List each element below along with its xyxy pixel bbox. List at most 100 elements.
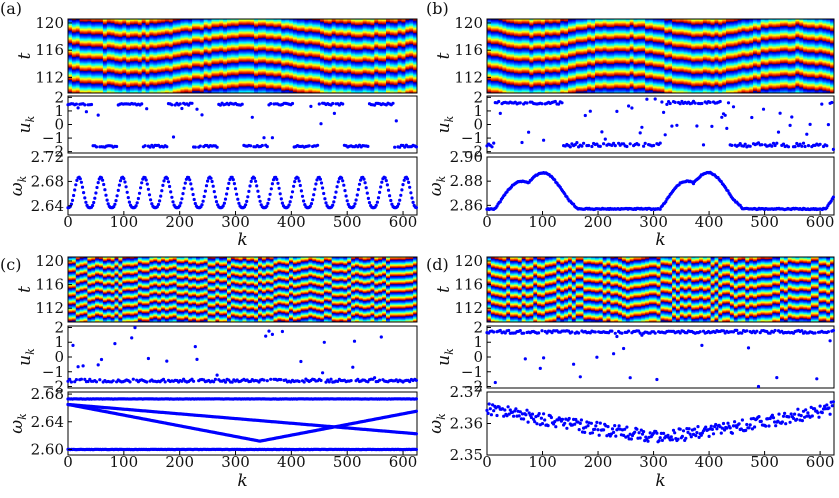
heatmap-cell <box>374 269 379 278</box>
heatmap-cell <box>335 297 341 306</box>
heatmap-cell <box>714 85 719 93</box>
heatmap-cell <box>296 312 302 321</box>
heatmap-cell <box>192 271 197 280</box>
heatmap-cell <box>393 308 399 317</box>
data-point <box>730 143 734 147</box>
heatmap-cell <box>726 22 731 35</box>
data-point <box>74 183 78 187</box>
heatmap-cell <box>490 68 496 82</box>
heatmap-cell <box>102 310 108 319</box>
heatmap-cell <box>323 268 329 277</box>
heatmap-cell <box>621 51 627 64</box>
heatmap-cell <box>215 27 220 40</box>
heatmap-cell <box>649 4 654 16</box>
heatmap-cell <box>517 73 523 86</box>
heatmap-cell <box>401 19 406 23</box>
heatmap-cell <box>292 67 298 80</box>
heatmap-cell <box>552 35 557 48</box>
heatmap-cell <box>312 69 317 82</box>
data-point <box>195 357 199 361</box>
heatmap-cell <box>389 19 395 23</box>
heatmap-cell <box>83 257 88 266</box>
heatmap-cell <box>238 86 244 93</box>
data-point <box>540 102 544 106</box>
heatmap-cell <box>323 23 329 36</box>
heatmap-cell <box>355 258 360 267</box>
heatmap-cell <box>91 257 96 261</box>
heatmap-cell <box>818 77 824 90</box>
heatmap-cell <box>621 38 627 51</box>
heatmap-cell <box>362 317 368 322</box>
heatmap-cell <box>168 301 174 310</box>
heatmap-cell <box>297 247 302 255</box>
heatmap-cell <box>749 43 754 56</box>
heatmap-cell <box>378 73 383 86</box>
heatmap-cell <box>316 319 321 322</box>
heatmap-cell <box>180 271 185 280</box>
heatmap-cell <box>289 262 294 271</box>
heatmap-cell <box>320 46 325 59</box>
heatmap-cell <box>273 64 278 77</box>
data-point <box>236 197 240 201</box>
y-tick-label: 120 <box>454 14 483 32</box>
data-point <box>265 204 269 208</box>
heatmap-cell <box>343 61 348 74</box>
heatmap-cell <box>269 267 275 276</box>
heatmap-cell <box>498 69 504 82</box>
heatmap-cell <box>764 65 770 78</box>
heatmap-cell <box>161 285 166 294</box>
heatmap-cell <box>68 248 73 256</box>
heatmap-cell <box>637 76 642 89</box>
heatmap-cell <box>629 86 635 93</box>
heatmap-cell <box>556 48 561 61</box>
data-point <box>365 191 369 195</box>
data-point <box>490 145 494 149</box>
heatmap-cell <box>625 39 631 52</box>
heatmap-cell <box>335 85 341 93</box>
heatmap-cell <box>192 29 197 42</box>
heatmap-cell <box>110 269 116 278</box>
heatmap-cell <box>579 67 584 80</box>
data-point <box>145 182 149 186</box>
heatmap-cell <box>261 19 267 26</box>
heatmap-cell <box>818 27 824 41</box>
heatmap-cell <box>230 38 236 51</box>
u-ylabel: uk <box>15 348 37 366</box>
heatmap-cell <box>75 300 81 309</box>
heatmap-cell <box>791 19 797 27</box>
heatmap-cell <box>188 280 193 289</box>
heatmap-cell <box>378 61 383 74</box>
heatmap-cell <box>768 26 773 40</box>
data-point <box>588 109 592 113</box>
heatmap-cell <box>153 310 158 319</box>
heatmap-cell <box>219 88 224 93</box>
data-point <box>364 186 368 190</box>
heatmap-cell <box>71 44 77 58</box>
data-point <box>615 109 619 113</box>
data-point <box>695 124 699 128</box>
heatmap-cell <box>196 78 201 91</box>
heatmap-cell <box>203 263 209 272</box>
heatmap-cell <box>219 63 224 76</box>
data-point <box>252 176 257 180</box>
heatmap-cell <box>137 37 143 50</box>
heatmap-cell <box>176 262 182 271</box>
heatmap-cell <box>281 53 286 66</box>
heatmap-cell <box>335 60 341 73</box>
data-point <box>139 186 143 190</box>
heatmap-cell <box>258 275 263 284</box>
heatmap-cell <box>188 264 193 273</box>
heatmap-cell <box>230 50 236 63</box>
heatmap-cell <box>799 62 804 76</box>
heatmap-cell <box>215 76 220 89</box>
heatmap-cell <box>756 30 762 43</box>
heatmap-cell <box>157 311 162 320</box>
data-point <box>144 178 148 182</box>
heatmap-cell <box>691 24 696 38</box>
heatmap-cell <box>764 89 770 93</box>
heatmap-cell <box>598 27 604 40</box>
heatmap-cell <box>822 41 827 54</box>
heatmap-cell <box>281 304 286 313</box>
heatmap-cell <box>656 67 662 80</box>
heatmap-cell <box>556 85 561 93</box>
